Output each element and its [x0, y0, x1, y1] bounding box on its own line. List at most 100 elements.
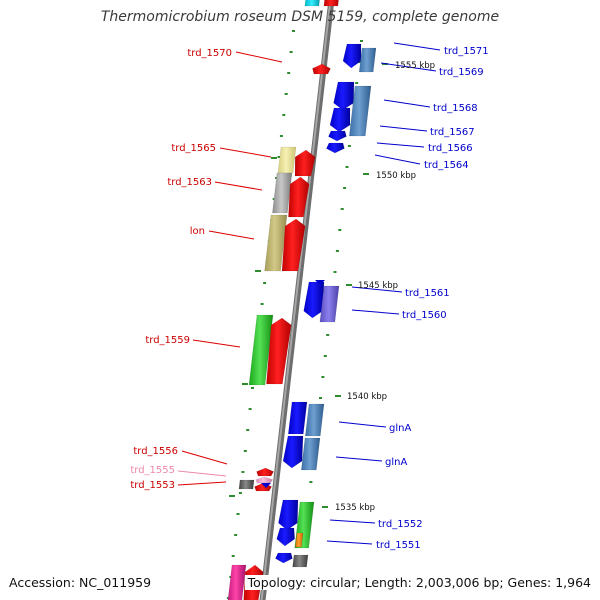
tick-dot [246, 429, 250, 431]
scale-dash [242, 383, 248, 385]
tick-dot [279, 135, 283, 137]
gene-label-trd-1559[interactable]: trd_1559 [145, 335, 190, 346]
gene-trd-1566[interactable] [328, 130, 347, 142]
tick-dot [282, 114, 286, 116]
gene-top-cyan[interactable] [304, 0, 320, 7]
gene-trd-1551[interactable] [295, 532, 304, 548]
label-leader [329, 519, 376, 524]
marker-1545 [315, 280, 325, 285]
gene-label-glnA-1[interactable]: glnA [389, 423, 411, 434]
gene-small-2[interactable] [292, 554, 309, 568]
gene-trd-1565[interactable] [277, 146, 297, 174]
gene-trd-1552[interactable] [278, 499, 299, 531]
gene-label-trd-1564[interactable]: trd_1564 [424, 160, 469, 171]
gene-label-trd-1569[interactable]: trd_1569 [439, 67, 484, 78]
scale-label-1555: 1555 kbp [395, 61, 435, 71]
gene-trd-1564[interactable] [326, 142, 345, 154]
tick-dot [251, 387, 254, 389]
gene-glnA-2[interactable] [282, 435, 304, 469]
gene-label-trd-1568[interactable]: trd_1568 [433, 103, 478, 114]
tick-dot [333, 271, 337, 273]
tick-dot [319, 397, 322, 399]
label-leaders [177, 42, 441, 545]
gene-lon-b[interactable] [281, 218, 306, 272]
label-leader [326, 540, 373, 545]
tick-dot [248, 408, 252, 410]
scale-dash [322, 506, 328, 508]
gene-top-red[interactable] [323, 0, 339, 7]
gene-label-trd-1566[interactable]: trd_1566 [428, 143, 473, 154]
label-leader [177, 470, 227, 477]
gene-bottom-1[interactable] [227, 564, 247, 600]
scale-labels: 1555 kbp 1550 kbp 1545 kbp 1540 kbp 1535… [335, 61, 435, 513]
tick-dot [231, 555, 235, 557]
gene-label-trd-1556[interactable]: trd_1556 [133, 446, 178, 457]
label-leader [351, 309, 400, 315]
gene-label-trd-1560[interactable]: trd_1560 [402, 310, 447, 321]
gene-trd-1551b[interactable] [276, 527, 295, 547]
scale-dash [346, 284, 352, 286]
tick-dot [238, 492, 242, 494]
tick-dot [234, 534, 238, 536]
gene-glnA-1b[interactable] [305, 403, 325, 437]
gene-trd-1556[interactable] [256, 467, 274, 477]
gene-label-trd-1552[interactable]: trd_1552 [378, 519, 423, 530]
gene-trd-1570[interactable] [312, 63, 331, 75]
gene-trd-1559[interactable] [248, 314, 274, 386]
tick-dot [263, 282, 267, 284]
tick-dot [345, 166, 349, 168]
gene-trd-1553b[interactable] [238, 479, 255, 490]
label-leader [383, 99, 431, 108]
gene-small-1[interactable] [275, 552, 293, 564]
label-leader [379, 125, 428, 132]
gene-glnA-1[interactable] [288, 401, 308, 435]
tick-dot [289, 51, 293, 53]
gene-label-trd-1567[interactable]: trd_1567 [430, 127, 475, 138]
gene-lon[interactable] [264, 214, 288, 272]
scale-dash [271, 157, 277, 159]
label-leader [335, 456, 383, 462]
gene-trd-1568b[interactable] [349, 85, 372, 137]
tick-dot [241, 471, 245, 473]
gene-trd-1568[interactable] [333, 81, 355, 111]
gene-trd-1555[interactable] [255, 476, 274, 484]
label-leader [374, 154, 421, 165]
gene-trd-1559b[interactable] [266, 317, 292, 385]
label-leader [351, 286, 403, 293]
gene-trd-1571[interactable] [342, 43, 362, 69]
gene-label-lon[interactable]: lon [190, 226, 205, 237]
scale-label-1535: 1535 kbp [335, 503, 375, 513]
gene-label-trd-1570[interactable]: trd_1570 [187, 48, 232, 59]
scale-dash [255, 270, 261, 272]
label-leader [219, 147, 272, 158]
gene-trd-1560[interactable] [319, 285, 340, 323]
gene-trd-1565b[interactable] [294, 149, 316, 177]
gene-label-trd-1571[interactable]: trd_1571 [444, 46, 489, 57]
label-leader [192, 339, 241, 348]
tick-dot [343, 187, 347, 189]
scale-label-1550: 1550 kbp [376, 171, 416, 181]
gene-trd-1563b[interactable] [288, 176, 310, 218]
tick-dot [236, 513, 240, 515]
scale-label-1545: 1545 kbp [358, 281, 398, 291]
gene-label-trd-1563[interactable]: trd_1563 [167, 177, 212, 188]
gene-label-trd-1555[interactable]: trd_1555 [130, 465, 175, 476]
tick-dot [243, 450, 247, 452]
gene-labels-right: trd_1571 trd_1569 trd_1568 trd_1567 trd_… [376, 46, 489, 551]
gene-label-glnA-2[interactable]: glnA [385, 457, 407, 468]
gene-label-trd-1561[interactable]: trd_1561 [405, 288, 450, 299]
tick-dot [326, 334, 330, 336]
tick-dot [347, 145, 351, 147]
gene-trd-1569[interactable] [358, 47, 377, 73]
genome-backbone [259, 0, 335, 600]
gene-label-trd-1553[interactable]: trd_1553 [130, 480, 175, 491]
genome-stats-text: Topology: circular; Length: 2,003,006 bp… [244, 575, 591, 590]
gene-label-trd-1565[interactable]: trd_1565 [171, 143, 216, 154]
gene-trd-1567[interactable] [329, 107, 351, 133]
gene-glnA-2b[interactable] [301, 437, 321, 471]
gene-label-trd-1551[interactable]: trd_1551 [376, 540, 421, 551]
gene-trd-1563[interactable] [272, 172, 293, 214]
tick-dot [355, 82, 359, 84]
tick-dot [338, 229, 342, 231]
